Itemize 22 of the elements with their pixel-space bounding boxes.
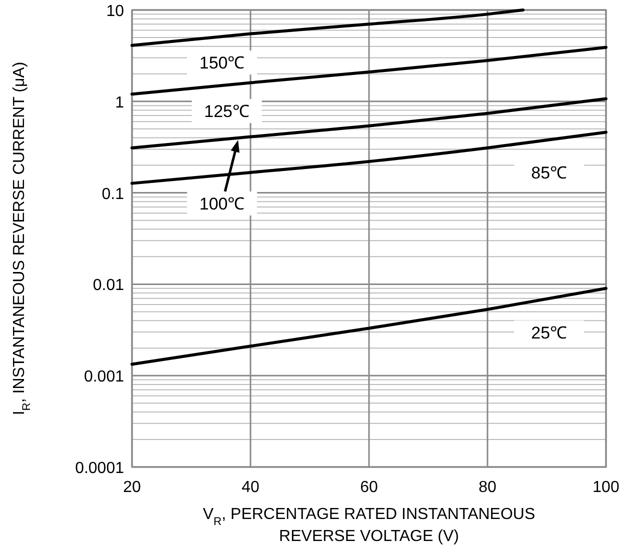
x-tick-label: 80	[478, 479, 496, 496]
line-series	[130, 286, 608, 366]
y-tick-label: 0.01	[92, 277, 124, 294]
line-series	[130, 46, 608, 96]
y-tick-label: 0.001	[84, 368, 124, 386]
line-series	[130, 130, 608, 185]
x-axis-title: V$_{R}$, PERCENTAGE RATED INSTANTANEOUS REVERSE VOLTAGE (V)	[202, 506, 536, 545]
y-tick-label: 0.1	[102, 186, 124, 203]
y-tick-label: 10	[106, 3, 124, 20]
line-series	[130, 97, 608, 150]
series-label: 150℃	[199, 54, 245, 73]
series-label: 85℃	[531, 164, 568, 183]
line-series	[130, 8, 525, 47]
x-tick-label: 40	[242, 479, 260, 496]
y-tick-label: 0.0001	[75, 460, 124, 477]
series-label: 125℃	[204, 102, 250, 122]
x-tick-label: 20	[123, 479, 141, 496]
x-tick-label: 100	[592, 479, 620, 496]
legend-label: 100℃	[199, 194, 245, 214]
series-label: 25℃	[531, 323, 568, 342]
y-tick-label: 1	[115, 94, 124, 112]
x-tick-label: 60	[360, 479, 378, 496]
